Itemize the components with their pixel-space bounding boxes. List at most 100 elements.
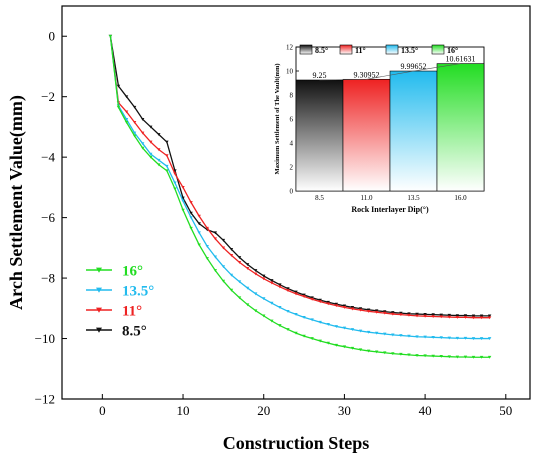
x-tick-label: 20: [257, 403, 270, 418]
data-point: [350, 307, 355, 311]
data-point: [310, 296, 314, 300]
data-point: [302, 295, 306, 299]
data-point: [326, 300, 330, 304]
data-point: [391, 312, 395, 316]
data-point: [165, 169, 169, 173]
inset-x-tick-label: 16.0: [454, 194, 467, 202]
data-point: [278, 285, 282, 289]
data-point: [149, 140, 153, 144]
data-point: [399, 313, 403, 317]
inset-legend-swatch: [339, 44, 353, 55]
inset-y-tick-label: 8: [290, 92, 294, 100]
inset-legend-swatch: [431, 44, 445, 55]
data-point: [431, 315, 435, 318]
data-point: [471, 316, 476, 320]
data-point: [302, 334, 306, 338]
data-point: [391, 352, 395, 356]
data-point: [471, 337, 476, 341]
series-line: [109, 36, 490, 358]
data-point: [391, 333, 395, 337]
data-point: [487, 316, 492, 320]
data-point: [245, 267, 250, 270]
data-point: [221, 238, 226, 242]
data-point: [487, 337, 492, 341]
data-point: [463, 314, 468, 318]
data-point: [334, 343, 339, 347]
data-point: [221, 246, 226, 250]
data-point: [157, 133, 161, 137]
data-point: [213, 237, 218, 241]
data-point: [173, 187, 177, 191]
data-point: [116, 105, 121, 109]
data-point: [310, 318, 314, 322]
data-point: [229, 273, 234, 277]
data-point: [229, 247, 234, 251]
data-point: [205, 257, 209, 260]
data-point: [132, 105, 137, 109]
data-point: [237, 296, 242, 300]
x-tick-label: 0: [99, 403, 106, 418]
inset-x-tick-label: 13.5: [407, 194, 420, 202]
data-point: [140, 118, 145, 121]
data-point: [197, 214, 201, 218]
y-tick-label: −2: [41, 89, 55, 104]
data-point: [399, 352, 403, 356]
data-point: [431, 313, 435, 317]
inset-x-axis-title: Rock Interlayer Dip(°): [351, 205, 429, 214]
legend-swatch-marker: [96, 327, 102, 333]
data-point: [294, 331, 298, 335]
data-point: [132, 131, 137, 135]
data-point: [302, 293, 306, 297]
data-point: [391, 311, 395, 315]
data-point: [318, 339, 322, 343]
data-point: [310, 297, 314, 301]
data-point: [197, 222, 201, 226]
data-point: [173, 172, 177, 176]
data-point: [132, 134, 137, 138]
bar-value-label: 10.61631: [446, 55, 476, 64]
data-point: [366, 309, 371, 313]
inset-legend-label: 16°: [447, 46, 458, 55]
y-axis-title: Arch Settlement Value(mm): [6, 95, 27, 310]
data-point: [229, 288, 234, 292]
data-point: [399, 311, 403, 315]
data-point: [350, 346, 355, 350]
data-point: [262, 314, 266, 318]
data-point: [294, 292, 298, 296]
data-point: [407, 353, 411, 357]
data-point: [253, 269, 258, 273]
bar: [295, 79, 344, 192]
data-point: [326, 341, 330, 345]
data-point: [431, 354, 435, 358]
data-point: [173, 181, 177, 185]
data-point: [455, 316, 460, 319]
data-point: [407, 334, 411, 338]
data-point: [358, 307, 363, 311]
y-tick-label: −12: [35, 392, 55, 407]
bar: [342, 78, 391, 192]
data-point: [326, 322, 330, 326]
data-point: [374, 309, 379, 313]
data-point: [423, 335, 427, 339]
y-tick-label: 0: [49, 29, 56, 44]
data-point: [439, 355, 443, 358]
data-point: [431, 335, 435, 339]
data-point: [189, 216, 193, 220]
data-point: [197, 231, 201, 235]
data-point: [318, 300, 322, 304]
data-point: [116, 84, 121, 88]
data-point: [342, 345, 347, 349]
data-point: [447, 336, 452, 340]
data-point: [157, 158, 161, 162]
data-point: [447, 313, 452, 317]
y-tick-label: −10: [35, 331, 55, 346]
legend-swatch-marker: [96, 267, 102, 273]
data-point: [463, 316, 468, 319]
bar: [436, 63, 485, 192]
data-point: [439, 313, 443, 317]
inset-y-tick-label: 0: [290, 188, 294, 196]
data-point: [342, 326, 347, 330]
data-point: [294, 312, 298, 316]
data-point: [270, 281, 274, 285]
